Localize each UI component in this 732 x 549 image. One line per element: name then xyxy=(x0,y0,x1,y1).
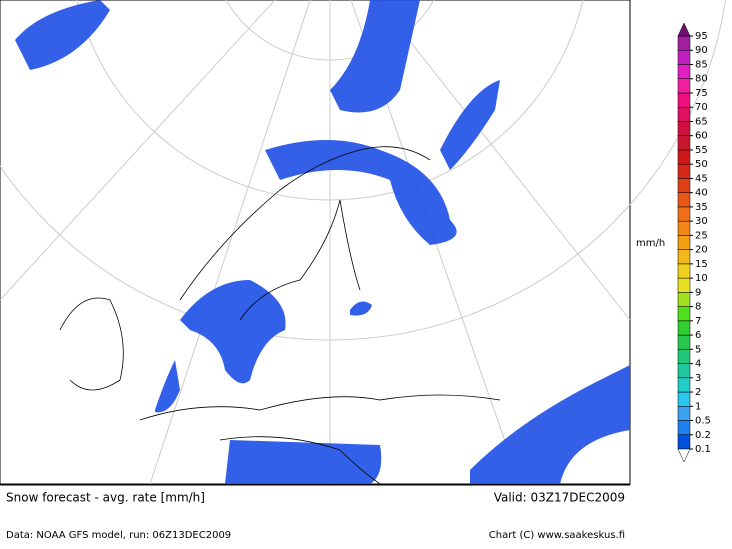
legend-label: 0.5 xyxy=(695,416,711,427)
legend-band xyxy=(677,306,691,322)
legend-band xyxy=(677,434,691,450)
legend-label: 5 xyxy=(695,344,701,355)
legend-band xyxy=(677,220,691,236)
legend-label: 3 xyxy=(695,373,701,384)
map-frame xyxy=(0,0,631,485)
legend-label: 60 xyxy=(695,131,708,142)
legend-label: 25 xyxy=(695,230,708,241)
legend-band xyxy=(677,363,691,379)
legend-band xyxy=(677,64,691,79)
legend-label: 70 xyxy=(695,102,708,113)
legend-label: 0.2 xyxy=(695,430,711,441)
legend-label: 20 xyxy=(695,245,708,256)
legend-band xyxy=(677,406,691,421)
legend-label: 55 xyxy=(695,145,708,156)
legend-label: 90 xyxy=(695,45,708,56)
legend-label: 30 xyxy=(695,216,708,227)
legend-band xyxy=(677,235,691,250)
legend-band xyxy=(677,192,691,208)
legend-label: 10 xyxy=(695,273,708,284)
legend-band xyxy=(677,263,691,279)
legend-label: 80 xyxy=(695,74,708,85)
legend-label: 15 xyxy=(695,259,708,270)
legend-over-arrow xyxy=(677,22,691,37)
legend-label: 8 xyxy=(695,302,701,313)
legend-band xyxy=(677,163,691,179)
legend-label: 75 xyxy=(695,88,708,99)
footer-source: Data: NOAA GFS model, run: 06Z13DEC2009 xyxy=(6,530,231,541)
legend-label: 95 xyxy=(695,31,708,42)
legend-label: 2 xyxy=(695,387,701,398)
legend-band xyxy=(677,391,691,407)
legend-band xyxy=(677,206,691,222)
legend-band xyxy=(677,49,691,65)
legend-band xyxy=(677,135,691,151)
legend-band xyxy=(677,334,691,350)
legend-band xyxy=(677,320,691,336)
legend-band xyxy=(677,149,691,165)
legend-under-arrow xyxy=(677,448,691,463)
legend-label: 6 xyxy=(695,330,701,341)
legend-label: 35 xyxy=(695,202,708,213)
legend-band xyxy=(677,249,691,265)
legend-label: 0.1 xyxy=(695,444,711,455)
snow-areas xyxy=(15,0,630,484)
legend-band xyxy=(677,106,691,122)
unit-label: mm/h xyxy=(636,238,665,249)
coastlines xyxy=(59,146,501,485)
legend-label: 65 xyxy=(695,116,708,127)
footer-title: Snow forecast - avg. rate [mm/h] xyxy=(6,491,205,505)
legend-band xyxy=(677,35,691,51)
footer-valid: Valid: 03Z17DEC2009 xyxy=(494,491,625,505)
legend-label: 9 xyxy=(695,287,701,298)
legend-band xyxy=(677,420,691,436)
legend-label: 1 xyxy=(695,401,701,412)
legend-band xyxy=(677,78,691,94)
legend-label: 45 xyxy=(695,173,708,184)
color-legend: 0.10.20.51234567891015202530354045505560… xyxy=(677,22,711,463)
legend-band xyxy=(677,349,691,364)
legend-label: 40 xyxy=(695,188,708,199)
legend-band xyxy=(677,277,691,293)
legend-band xyxy=(677,377,691,393)
legend-label: 7 xyxy=(695,316,701,327)
legend-band xyxy=(677,178,691,193)
legend-label: 4 xyxy=(695,359,701,370)
footer-credit: Chart (C) www.saakeskus.fi xyxy=(489,530,625,541)
legend-band xyxy=(677,92,691,108)
legend-band xyxy=(677,121,691,136)
map xyxy=(0,0,726,485)
legend-label: 50 xyxy=(695,159,708,170)
legend-label: 85 xyxy=(695,59,708,70)
legend-band xyxy=(677,292,691,307)
